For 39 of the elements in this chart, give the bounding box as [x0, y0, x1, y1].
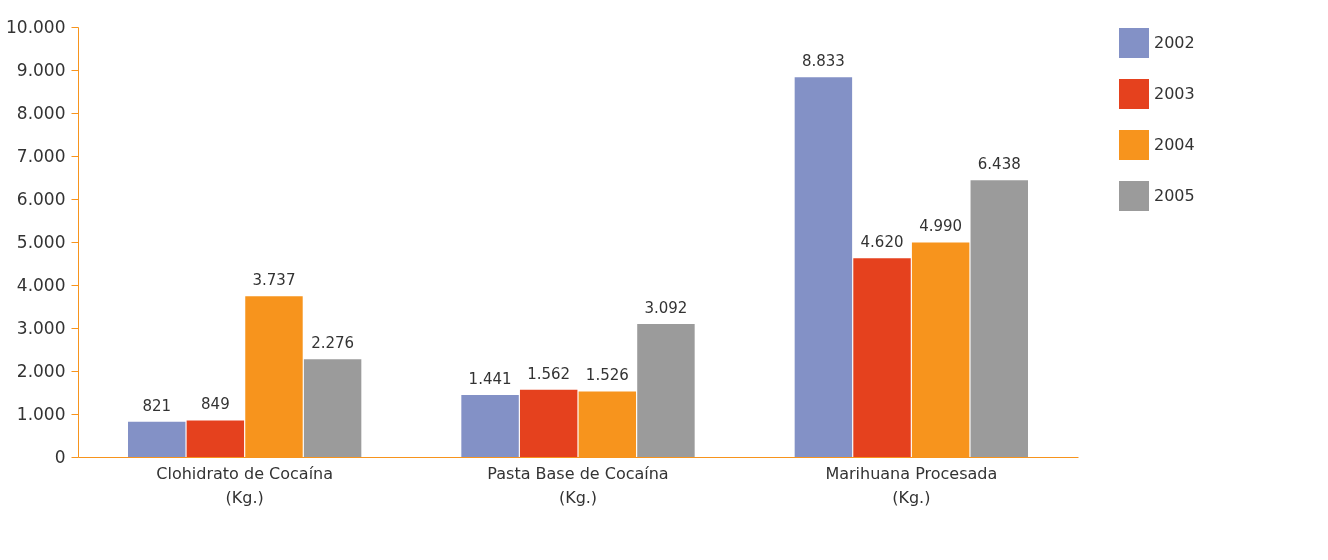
x-tick-label: Pasta Base de Cocaína (Kg.) [487, 463, 669, 507]
bar [794, 77, 853, 457]
data-label: 1.441 [468, 370, 512, 389]
bar [186, 420, 245, 457]
legend-label: 2004 [1154, 135, 1195, 154]
bar [970, 180, 1028, 457]
data-label: 8.833 [801, 52, 845, 71]
x-tick-label: Clohidrato de Cocaína (Kg.) [156, 463, 334, 507]
y-tick-label: 6.000 [16, 188, 66, 209]
y-tick-label: 10.000 [6, 16, 66, 37]
data-label: 849 [201, 395, 230, 414]
bar [519, 389, 578, 457]
y-tick-label: 7.000 [16, 145, 66, 166]
legend-label: 2002 [1154, 33, 1195, 52]
bar [853, 258, 911, 457]
data-label: 2.276 [311, 334, 355, 353]
y-tick-label: 0 [54, 446, 66, 467]
x-tick-label: Marihuana Procesada (Kg.) [825, 463, 998, 507]
legend-label: 2005 [1154, 186, 1195, 205]
bar [128, 421, 186, 457]
bar [303, 359, 362, 457]
data-label: 821 [142, 396, 172, 415]
data-label: 1.562 [527, 364, 571, 383]
data-label: 3.737 [252, 271, 296, 290]
bar [637, 324, 695, 457]
y-tick-label: 8.000 [16, 102, 66, 123]
y-tick-label: 1.000 [16, 403, 66, 424]
y-tick-label: 5.000 [16, 231, 66, 252]
data-label: 4.990 [919, 217, 963, 236]
y-tick-label: 3.000 [16, 317, 66, 338]
data-label: 1.526 [585, 366, 629, 385]
y-tick-label: 4.000 [16, 274, 66, 295]
data-label: 3.092 [644, 299, 688, 318]
bar [461, 395, 519, 457]
y-tick-label: 9.000 [16, 59, 66, 80]
legend-label: 2003 [1154, 84, 1195, 103]
y-tick-label: 2.000 [16, 360, 66, 381]
data-label: 6.438 [977, 155, 1021, 174]
data-label: 4.620 [860, 233, 904, 252]
